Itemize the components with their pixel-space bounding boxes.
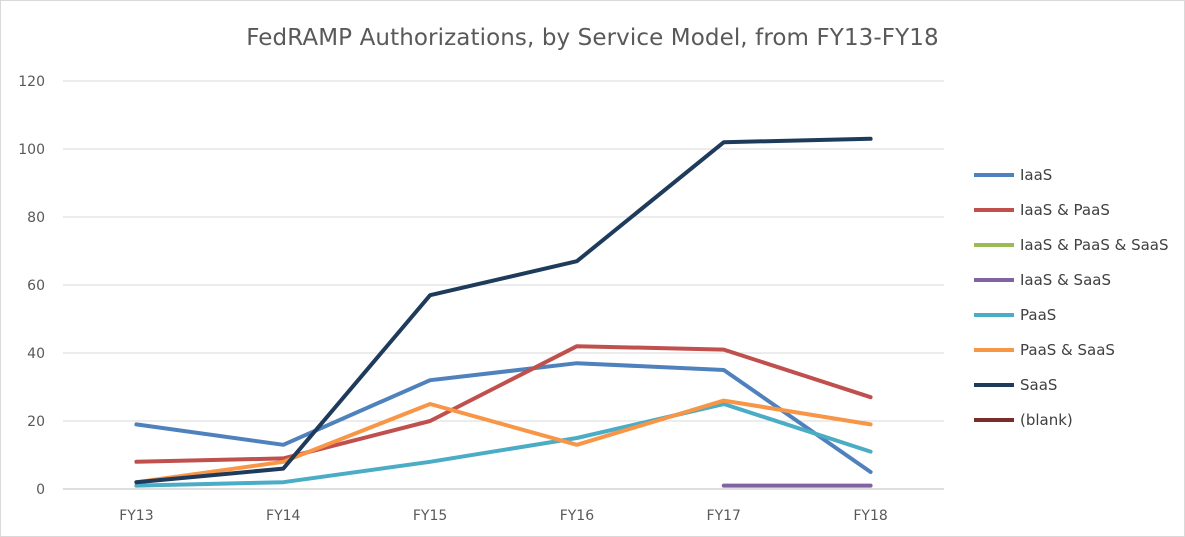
- chart-title: FedRAMP Authorizations, by Service Model…: [246, 25, 939, 51]
- x-tick-label: FY13: [119, 508, 153, 524]
- legend-entry: IaaS & PaaS & SaaS: [1020, 236, 1169, 254]
- gridlines: [63, 80, 944, 490]
- x-tick-label: FY14: [266, 508, 301, 524]
- legend-entry: PaaS & SaaS: [1020, 341, 1115, 359]
- series-line-6: [134, 136, 873, 485]
- x-tick-label: FY17: [707, 508, 741, 524]
- legend-entry: IaaS & SaaS: [1020, 271, 1111, 289]
- y-tick-label: 40: [27, 346, 45, 362]
- y-tick-label: 120: [18, 74, 45, 90]
- y-tick-label: 80: [27, 210, 45, 226]
- y-tick-label: 0: [36, 482, 45, 498]
- legend-entry: IaaS: [1020, 166, 1052, 184]
- series-line-1: [134, 344, 873, 464]
- x-axis-ticks: FY13 FY14 FY15 FY16 FY17 FY18: [119, 508, 888, 524]
- legend-entry: PaaS: [1020, 306, 1056, 324]
- series-line-4: [134, 402, 873, 488]
- legend-entry: SaaS: [1020, 376, 1057, 394]
- legend: IaaS IaaS & PaaS IaaS & PaaS & SaaS IaaS & …: [974, 166, 1169, 429]
- y-tick-label: 100: [18, 142, 45, 158]
- legend-entry: IaaS & PaaS: [1020, 201, 1110, 219]
- x-tick-label: FY16: [560, 508, 595, 524]
- series-line-5: [134, 398, 873, 485]
- legend-entry: (blank): [1020, 411, 1073, 429]
- y-axis-ticks: 0 20 40 60 80 100 120: [18, 74, 45, 498]
- y-tick-label: 20: [27, 414, 45, 430]
- x-tick-label: FY18: [853, 508, 887, 524]
- series-line-0: [134, 361, 873, 474]
- x-tick-label: FY15: [413, 508, 447, 524]
- y-tick-label: 60: [27, 278, 45, 294]
- series-lines: [134, 136, 873, 488]
